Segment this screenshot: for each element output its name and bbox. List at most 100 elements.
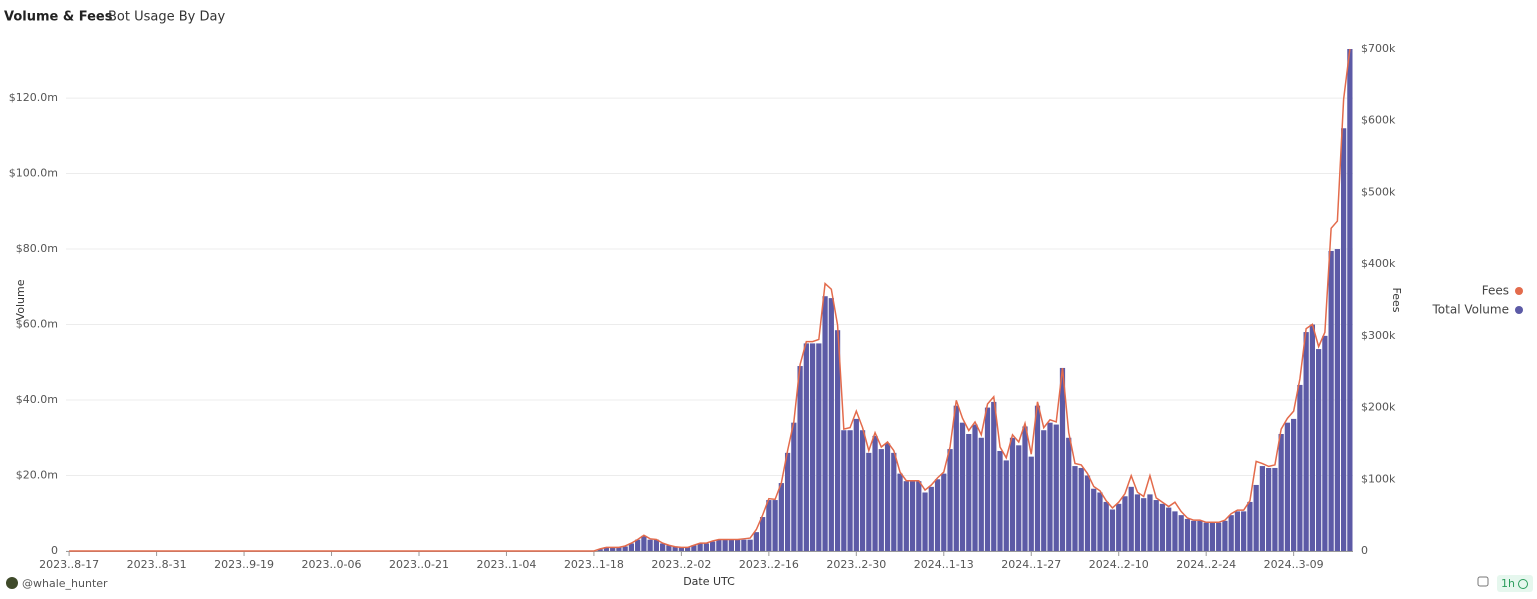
bar (1116, 503, 1122, 551)
bar (866, 452, 872, 551)
x-tick-label: 2024..2-24 (1176, 558, 1236, 571)
fees-line (69, 48, 1351, 552)
legend-label: Fees (1482, 284, 1509, 298)
bar (1197, 520, 1203, 551)
x-tick-label: 2024..1-13 (914, 558, 974, 571)
bar (841, 430, 847, 551)
bar (722, 539, 728, 551)
bar (934, 479, 941, 551)
bar (1291, 418, 1297, 551)
bar (1172, 511, 1178, 551)
bar (1347, 49, 1353, 551)
x-tick-label: 2024..1-27 (1001, 558, 1061, 571)
bar (1153, 500, 1159, 551)
y-tick-label: $20.0m (16, 469, 58, 482)
legend-swatch (1515, 306, 1523, 314)
bar (1303, 332, 1309, 551)
x-tick-label: 2023..0-21 (389, 558, 449, 571)
bar (734, 539, 741, 551)
y2-tick-label: 0 (1361, 544, 1368, 557)
bar (966, 433, 972, 551)
x-tick-label: 2023..9-19 (214, 558, 274, 571)
bar (1016, 445, 1022, 551)
bar (1309, 324, 1316, 551)
bar (1234, 511, 1241, 551)
bar (728, 539, 734, 551)
bar (635, 539, 641, 551)
x-tick-label: 2023..2-30 (826, 558, 886, 571)
bar (903, 481, 909, 551)
bar (816, 343, 822, 551)
bar (928, 486, 934, 551)
bar (1034, 405, 1041, 551)
bar (997, 450, 1003, 551)
y-tick-label: $120.0m (9, 91, 58, 104)
bar (703, 543, 709, 551)
bar (741, 539, 747, 551)
bar (991, 401, 997, 551)
bar (710, 541, 716, 551)
legend-label: Total Volume (1432, 303, 1509, 317)
bar (653, 539, 660, 551)
y2-tick-label: $300k (1361, 329, 1396, 342)
bar (603, 547, 610, 551)
bar (685, 547, 691, 551)
bar (753, 532, 759, 551)
bar (778, 483, 784, 551)
bar (622, 546, 628, 551)
x-tick-label: 2023..2-16 (739, 558, 799, 571)
bar (1059, 367, 1066, 551)
x-tick-label: 2023..0-06 (302, 558, 362, 571)
bar (1097, 492, 1103, 551)
bar (597, 549, 603, 551)
bar (922, 492, 928, 551)
bar (972, 424, 978, 551)
y2-tick-label: $200k (1361, 401, 1396, 414)
bar (1078, 467, 1084, 551)
bar (1128, 486, 1134, 551)
bar (1103, 501, 1109, 551)
bar (660, 543, 666, 551)
bar (1159, 503, 1166, 551)
bar (1147, 494, 1153, 551)
y2-tick-label: $100k (1361, 472, 1396, 485)
bar (1297, 384, 1303, 551)
bar (747, 539, 753, 551)
x-tick-label: 2023..2-02 (651, 558, 711, 571)
bar (872, 435, 878, 551)
bar (947, 449, 953, 551)
bar (772, 500, 778, 551)
bar (647, 539, 653, 551)
bar (1247, 501, 1253, 551)
author[interactable]: @whale_hunter (22, 577, 108, 590)
x-tick-label: 2024..3-09 (1264, 558, 1324, 571)
bar (953, 405, 959, 551)
camera-icon[interactable] (1477, 576, 1489, 587)
x-tick-label: 2023..1-04 (476, 558, 536, 571)
bar (797, 366, 803, 551)
bar (878, 449, 884, 551)
bar (1328, 250, 1334, 552)
bar (759, 517, 766, 551)
bar (766, 500, 772, 551)
bar (834, 330, 841, 551)
y2-axis-title: Fees (1390, 288, 1403, 313)
bar (1203, 522, 1209, 551)
refresh-icon (1518, 579, 1528, 589)
y2-tick-label: $400k (1361, 257, 1396, 270)
bar (1191, 520, 1197, 551)
bar (1209, 522, 1216, 551)
bar (1216, 522, 1222, 551)
bar (1003, 460, 1009, 551)
bar (1253, 484, 1259, 551)
x-tick-label: 2023..8-17 (39, 558, 99, 571)
bar (884, 443, 891, 551)
bar (791, 422, 797, 551)
bar (666, 545, 672, 551)
bar (1022, 426, 1028, 551)
x-axis-title: Date UTC (683, 575, 735, 588)
bar (1053, 424, 1059, 551)
bar (1322, 335, 1328, 551)
chart-title: Volume & Fees (4, 10, 113, 25)
y-tick-label: $80.0m (16, 242, 58, 255)
